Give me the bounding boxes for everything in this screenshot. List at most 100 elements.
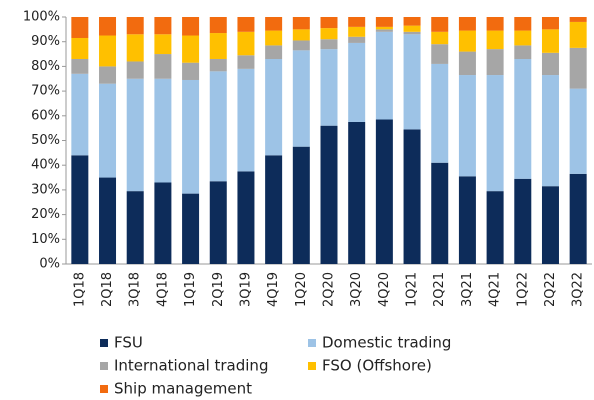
bar-segment (569, 17, 587, 22)
bar-segment (237, 31, 255, 56)
bar-segment (320, 39, 338, 50)
x-tick-label: 2Q18 (100, 272, 115, 307)
x-tick-label: 1Q22 (515, 272, 530, 307)
bar-segment (126, 17, 144, 35)
x-tick-label: 4Q19 (266, 272, 281, 307)
y-tick-label: 100% (23, 10, 60, 25)
y-tick-label: 40% (31, 158, 60, 173)
bar-segment (182, 193, 200, 264)
bar-segment (431, 31, 449, 45)
bar-segment (486, 191, 504, 264)
y-tick-label: 20% (31, 207, 60, 222)
bar-segment (99, 177, 117, 264)
bar-segment (292, 40, 310, 51)
bar-segment (320, 17, 338, 29)
bar-segment (154, 78, 172, 183)
bar-segment (126, 34, 144, 62)
bar-segment (237, 55, 255, 69)
x-tick-label: 3Q18 (128, 272, 143, 307)
x-tick-label: 2Q19 (211, 272, 226, 307)
bar-segment (403, 129, 421, 264)
bar-segment (403, 31, 421, 35)
bar-segment (182, 17, 200, 36)
legend-swatch (100, 385, 108, 393)
bar-segment (292, 50, 310, 147)
bar-segment (154, 54, 172, 79)
bar-segment (569, 173, 587, 264)
bar-segment (486, 75, 504, 192)
x-tick-label: 1Q18 (72, 272, 87, 307)
bar-segment (320, 28, 338, 40)
bar-segment (265, 155, 283, 264)
x-tick-label: 1Q19 (183, 272, 198, 307)
legend-label: International trading (114, 357, 268, 375)
bar-segment (348, 17, 366, 27)
bar-segment (292, 17, 310, 30)
bar-segment (209, 33, 227, 59)
bar-segment (182, 62, 200, 80)
bar-segment (375, 17, 393, 27)
bar-segment (126, 78, 144, 192)
legend-swatch (100, 362, 108, 370)
bar-segment (375, 29, 393, 32)
legend-label: Ship management (114, 380, 252, 398)
bar-segment (403, 25, 421, 32)
bar-segment (348, 36, 366, 43)
bar-segment (71, 155, 89, 264)
legend-swatch (308, 362, 316, 370)
x-tick-label: 4Q18 (155, 272, 170, 307)
bar-segment (265, 45, 283, 59)
bar-segment (126, 61, 144, 79)
bar-segment (348, 42, 366, 122)
bar-segment (569, 21, 587, 48)
x-tick-label: 1Q21 (405, 272, 420, 307)
bar-segment (209, 17, 227, 34)
bar-segment (458, 176, 476, 264)
bar-segment (265, 17, 283, 31)
y-tick-label: 90% (31, 34, 60, 49)
bar-segment (541, 186, 559, 264)
bar-segment (514, 178, 532, 264)
legend-label: FSU (114, 334, 143, 352)
y-tick-label: 0% (39, 257, 60, 272)
bar-segment (431, 162, 449, 264)
bar-segment (99, 17, 117, 36)
bar-segment (348, 26, 366, 37)
bar-segment (292, 29, 310, 41)
bar-segment (375, 119, 393, 264)
x-tick-label: 1Q20 (294, 272, 309, 307)
bar-segment (458, 75, 476, 177)
x-tick-label: 2Q20 (322, 272, 337, 307)
y-tick-label: 50% (31, 133, 60, 148)
bar-segment (431, 44, 449, 64)
bar-segment (403, 34, 421, 130)
bar-segment (486, 49, 504, 76)
bar-segment (541, 17, 559, 30)
bar-segment (71, 37, 89, 59)
bar-segment (514, 17, 532, 31)
bar-segment (541, 52, 559, 76)
x-tick-label: 3Q21 (460, 272, 475, 307)
bar-segment (431, 63, 449, 163)
bar-segment (375, 26, 393, 30)
bar-segment (265, 58, 283, 156)
bar-segment (403, 17, 421, 26)
bar-segment (71, 17, 89, 38)
bar-segment (154, 34, 172, 55)
legend-swatch (308, 339, 316, 347)
legend-label: FSO (Offshore) (322, 357, 432, 375)
bar-segment (182, 35, 200, 63)
x-tick-label: 2Q22 (543, 272, 558, 307)
bar-segment (458, 30, 476, 52)
bar-segment (154, 17, 172, 35)
bar-segment (375, 31, 393, 120)
legend-swatch (100, 339, 108, 347)
bar-segment (154, 182, 172, 264)
bar-segment (71, 58, 89, 74)
bar-segment (292, 146, 310, 264)
x-tick-label: 2Q21 (432, 272, 447, 307)
bar-segment (458, 51, 476, 76)
x-tick-label: 3Q20 (349, 272, 364, 307)
bar-segment (348, 121, 366, 264)
